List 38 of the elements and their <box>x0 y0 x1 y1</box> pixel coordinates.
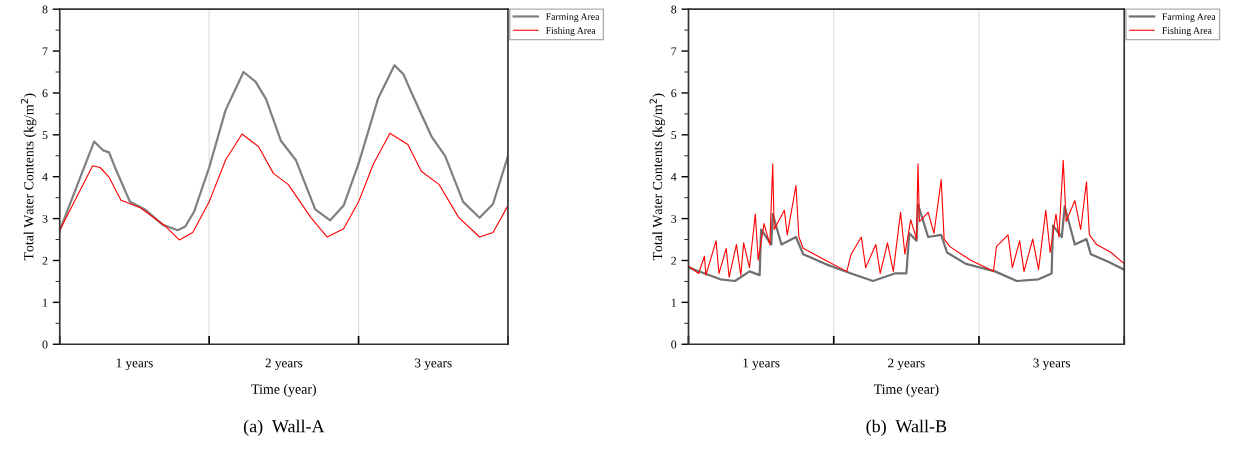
y-tick-label: 3 <box>671 214 677 223</box>
y-tick-label: 4 <box>42 173 48 181</box>
y-axis-title: Total Water Contents (kg/m$^{2}$) <box>649 93 666 261</box>
x-tick-label: 3 years <box>1033 358 1070 371</box>
y-tick-label: 3 <box>42 214 48 223</box>
text: (b) Wall-B <box>866 419 947 437</box>
y-tick-label: 5 <box>42 131 48 140</box>
y-axis-title: Total Water Contents (kg/m$^{2}$) <box>20 93 37 261</box>
x-axis-title: Time (year) <box>873 383 939 397</box>
y-tick-label: 1 <box>671 298 676 307</box>
x-tick-label: 2 years <box>265 358 303 371</box>
x-tick-label: 1 years <box>116 358 153 371</box>
x-tick-label: 2 years <box>888 358 925 371</box>
line-series <box>688 203 1125 283</box>
y-tick-label: 7 <box>42 47 48 56</box>
y-tick-label: 6 <box>671 89 677 98</box>
y-tick-label: 8 <box>671 5 677 14</box>
line-series <box>688 159 1125 278</box>
y-tick-label: 1 <box>43 298 48 307</box>
legend-label: Farming Area <box>546 13 600 22</box>
x-tick-label: 1 years <box>743 358 780 371</box>
legend-label: Fishing Area <box>1162 26 1212 36</box>
y-tick-label: 5 <box>671 131 677 140</box>
y-tick-label: 8 <box>42 5 48 14</box>
y-tick-label: 6 <box>42 89 48 98</box>
y-tick-label: 0 <box>671 340 677 349</box>
legend-label: Farming Area <box>1162 13 1216 22</box>
y-tick-label: 2 <box>671 256 677 265</box>
text: (a) Wall-A <box>243 419 325 437</box>
x-tick-label: 3 years <box>415 358 452 371</box>
y-tick-label: 2 <box>42 256 48 265</box>
y-tick-label: 7 <box>671 47 677 56</box>
y-tick-label: 4 <box>671 173 677 181</box>
line-series <box>59 132 508 241</box>
y-tick-label: 0 <box>42 340 48 349</box>
line-series <box>59 64 508 232</box>
x-axis-title: Time (year) <box>251 383 316 397</box>
legend-label: Fishing Area <box>546 26 596 36</box>
